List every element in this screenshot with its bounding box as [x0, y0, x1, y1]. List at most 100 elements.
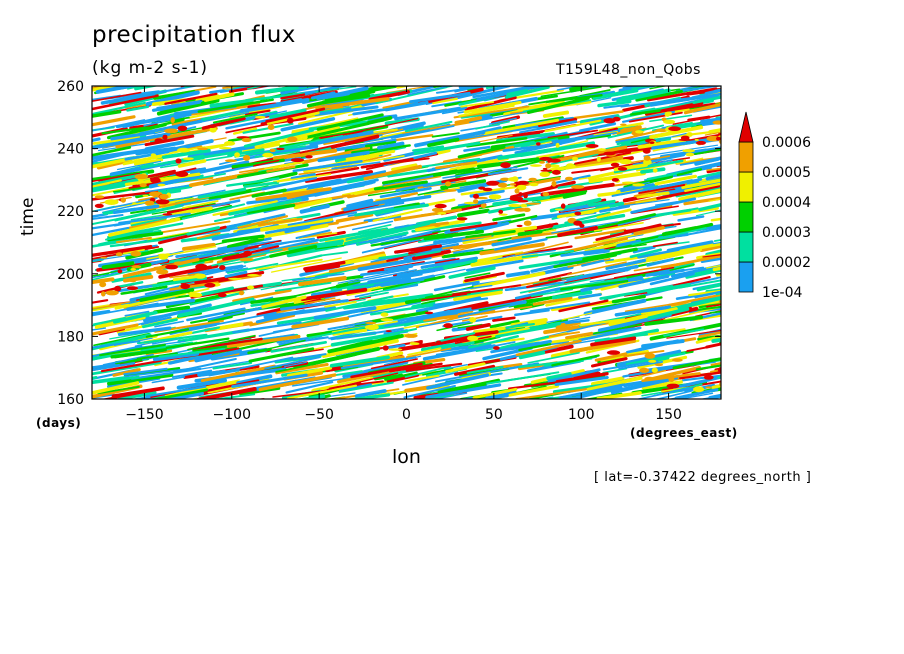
precip-maximum [209, 127, 217, 133]
y-axis-unit: (days) [36, 416, 82, 430]
precip-maximum [671, 358, 683, 362]
precip-streak [113, 337, 153, 346]
precip-streak [152, 352, 200, 362]
precip-streak [642, 76, 676, 83]
precip-streak [276, 173, 332, 183]
precip-streak [92, 375, 98, 380]
precip-streak [257, 217, 303, 227]
precip-streak [164, 126, 218, 140]
precip-maximum [565, 176, 574, 181]
precip-streak [182, 242, 216, 251]
precip-streak [160, 143, 227, 155]
precip-maximum [652, 168, 658, 173]
precip-streak [679, 371, 721, 380]
precip-streak [594, 333, 649, 342]
precip-streak [487, 167, 529, 176]
precip-streak [463, 145, 491, 152]
precip-streak [692, 106, 721, 113]
precip-maximum [443, 323, 453, 329]
precip-streak [94, 197, 158, 212]
precip-streak [326, 372, 399, 391]
precip-maximum [165, 264, 179, 270]
precip-streak [117, 390, 157, 399]
precip-maximum [651, 367, 658, 373]
precip-maximum [668, 376, 675, 382]
precip-maximum [480, 203, 487, 208]
precip-streak [689, 277, 719, 285]
precip-streak [98, 328, 125, 336]
precip-maximum [717, 367, 721, 373]
precip-streak [265, 107, 326, 123]
precip-maximum [156, 269, 169, 275]
precip-streak [510, 317, 548, 327]
precip-streak [650, 365, 702, 381]
precip-streak [251, 339, 306, 354]
precip-streak [154, 320, 184, 328]
precip-streak [243, 181, 280, 189]
precip-streak [300, 287, 368, 302]
precip-streak [695, 364, 721, 371]
x-axis-ticks: −150 −100 −50 0 50 100 150 [125, 86, 682, 423]
precip-maximum [705, 386, 713, 389]
precip-streak [125, 247, 164, 260]
precip-maximum [473, 199, 479, 204]
precip-streak [435, 332, 476, 343]
precip-streak [325, 295, 394, 312]
precip-streak [327, 320, 373, 331]
precip-maximum [516, 184, 527, 191]
precip-streak [176, 378, 227, 390]
precip-maximum [290, 158, 305, 163]
precip-streak [352, 273, 423, 287]
precip-streak [331, 161, 381, 170]
precip-streak [558, 299, 609, 313]
precip-streak [382, 100, 415, 109]
precip-maximum [94, 203, 104, 208]
precip-streak [308, 325, 371, 339]
precip-maximum [388, 348, 403, 351]
precip-streak [274, 282, 332, 292]
precip-streak [464, 96, 517, 111]
precip-streak [506, 270, 531, 278]
precip-maximum [134, 174, 149, 180]
precip-streak [350, 362, 423, 379]
precip-streak [133, 158, 164, 166]
precip-streak [286, 366, 333, 378]
precip-streak [408, 247, 432, 255]
precip-maximum [572, 156, 578, 161]
precip-streak [717, 92, 721, 97]
precip-streak [269, 244, 318, 258]
precip-streak [266, 165, 296, 173]
precip-streak [458, 104, 515, 117]
precip-streak [395, 86, 401, 87]
precip-streak [686, 345, 711, 353]
precip-streak [284, 225, 311, 234]
precip-streak [451, 284, 522, 296]
precip-streak [681, 374, 721, 382]
precip-streak [269, 134, 346, 151]
precip-streak [327, 353, 358, 363]
precip-maximum [105, 290, 119, 296]
precip-maximum [482, 187, 493, 192]
precip-streak [466, 365, 504, 374]
precip-maximum [720, 128, 721, 130]
precip-maximum [177, 147, 190, 153]
precip-streak [373, 180, 428, 191]
y-tick-label: 240 [57, 142, 84, 158]
precip-maximum [189, 291, 194, 298]
precip-streak [255, 86, 308, 95]
precip-maximum [488, 194, 502, 200]
precip-streak [209, 99, 249, 108]
precip-streak [105, 227, 160, 241]
precip-streak [508, 381, 560, 390]
precip-maximum [101, 291, 106, 297]
precip-streak [212, 361, 253, 370]
precip-streak [363, 293, 434, 306]
precip-streak [298, 109, 354, 125]
precip-streak [275, 362, 317, 373]
precip-streak [551, 221, 619, 234]
precip-streak [454, 116, 483, 125]
precip-streak [457, 323, 483, 329]
precip-streak [436, 321, 473, 332]
precip-streak [681, 178, 721, 190]
precip-streak [644, 315, 703, 326]
